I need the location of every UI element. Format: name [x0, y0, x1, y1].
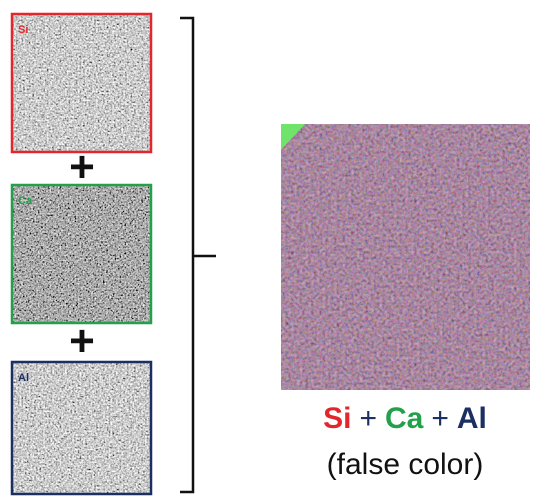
map-texture — [12, 185, 151, 323]
figure: SiCaAl++ Si+Ca+Al (false color) — [0, 0, 538, 496]
caption-part: + — [431, 402, 449, 435]
caption-part: Al — [457, 402, 487, 435]
caption-subtitle: (false color) — [327, 448, 484, 481]
map-label: Al — [18, 372, 29, 384]
element-maps: Si Ca Al + + — [12, 14, 151, 494]
composite-image — [281, 124, 530, 390]
map-texture — [12, 14, 151, 152]
caption-part: Ca — [385, 402, 424, 435]
caption-part: Si — [323, 402, 351, 435]
map-label: Si — [18, 24, 28, 36]
map-label: Ca — [18, 195, 33, 207]
bracket — [180, 18, 216, 492]
caption: Si+Ca+Al — [323, 402, 487, 435]
caption-part: + — [359, 402, 377, 435]
plus-sign: + — [69, 317, 95, 366]
map-texture — [12, 362, 151, 494]
plus-sign: + — [69, 143, 95, 192]
bracket-line — [180, 18, 193, 492]
